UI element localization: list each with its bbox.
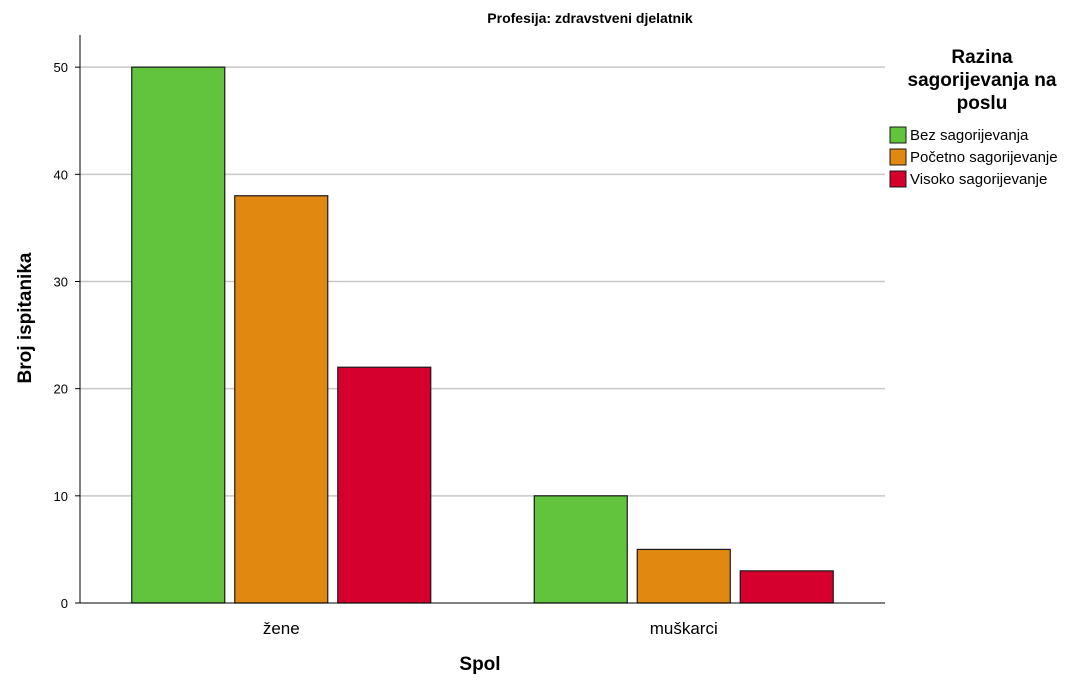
bar-1-1 [131,66,226,604]
y-tick-label: 0 [61,596,68,611]
legend-title-line-2: sagorijevanja na [908,70,1057,91]
x-axis-title: Spol [459,654,500,675]
legend-items: Bez sagorijevanja Početno sagorijevanje Vi… [889,126,1058,188]
y-tick-label: 30 [54,274,68,289]
chart-title: Profesija: zdravstveni djelatnik [487,10,693,26]
y-tick-label: 10 [54,489,68,504]
legend-swatch [889,126,907,144]
y-tick-label: 20 [54,382,68,397]
x-category-label: muškarci [650,619,718,638]
bar-3-2 [739,570,834,604]
y-axis-title: Broj ispitanika [15,252,36,383]
legend-title-line-1: Razina [951,47,1013,68]
legend: Razina sagorijevanja na poslu Bez sagori… [889,47,1058,188]
bar-3-1 [337,366,432,604]
bar-1-2 [533,495,628,604]
legend-label: Visoko sagorijevanje [910,171,1047,188]
axes: 0 10 20 30 40 50 žene muškarci [54,35,885,638]
y-tick-label: 40 [54,167,68,182]
x-category-label: žene [263,619,300,638]
bar-2-1 [234,195,329,604]
legend-label: Bez sagorijevanja [910,127,1029,144]
legend-swatch [889,148,907,166]
bars [131,66,834,604]
legend-swatch [889,170,907,188]
legend-label: Početno sagorijevanje [910,149,1058,166]
bar-2-2 [636,548,731,604]
y-tick-label: 50 [54,60,68,75]
legend-title-line-3: poslu [957,93,1008,114]
